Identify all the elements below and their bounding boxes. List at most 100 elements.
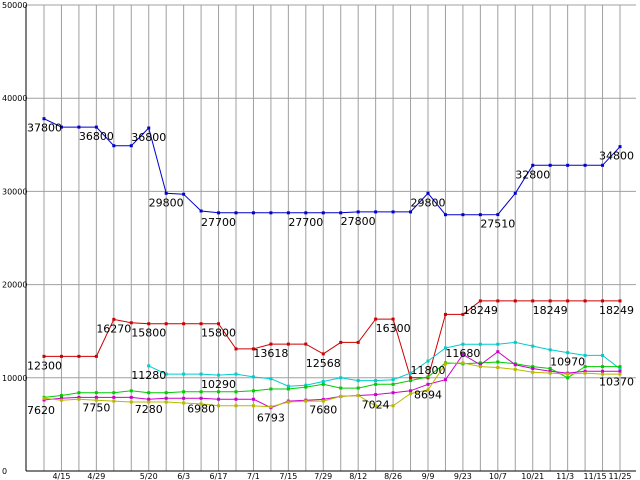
data-point <box>461 361 465 365</box>
data-labels: 37800 36800 36800 29800 27700 27700 27800 29800… <box>27 122 634 425</box>
data-point <box>548 366 552 370</box>
data-point <box>129 395 133 399</box>
data-point <box>531 344 535 348</box>
data-point <box>304 385 308 389</box>
data-point <box>478 363 482 367</box>
data-point <box>164 191 168 195</box>
data-point <box>339 376 343 380</box>
x-tick-label: 10/21 <box>521 472 544 480</box>
axes <box>25 5 636 472</box>
x-tick-label: 9/23 <box>454 472 472 480</box>
data-point <box>531 365 535 369</box>
data-point <box>199 402 203 406</box>
data-point <box>356 210 360 214</box>
data-point <box>42 396 46 400</box>
data-label: 10970 <box>550 356 585 369</box>
data-point <box>566 376 570 380</box>
data-point <box>356 386 360 390</box>
data-point <box>356 340 360 344</box>
data-point <box>234 347 238 351</box>
data-point <box>426 191 430 195</box>
data-label: 11680 <box>445 347 480 360</box>
data-label: 36800 <box>131 131 166 144</box>
data-point <box>321 399 325 403</box>
data-point <box>269 211 273 215</box>
data-label: 13618 <box>253 347 288 360</box>
data-point <box>391 382 395 386</box>
series-line-3 <box>43 361 620 398</box>
data-point <box>129 400 133 404</box>
data-point <box>286 387 290 391</box>
data-point <box>251 347 255 351</box>
x-axis-ticks: 4/15 4/29 5/20 6/3 6/17 7/1 7/15 7/29 8/12 8/26 9/… <box>52 472 631 480</box>
data-point <box>566 351 570 355</box>
data-point <box>601 365 605 369</box>
data-point <box>531 299 535 303</box>
data-point <box>339 211 343 215</box>
data-label: 18249 <box>533 304 568 317</box>
data-point <box>182 192 186 196</box>
data-point <box>601 353 605 357</box>
data-label: 29800 <box>411 196 446 209</box>
data-label: 34800 <box>599 150 634 163</box>
data-label: 10290 <box>201 378 236 391</box>
data-label: 27800 <box>341 215 376 228</box>
data-point <box>199 390 203 394</box>
x-tick-label: 4/15 <box>52 472 70 480</box>
data-point <box>234 211 238 215</box>
data-point <box>112 395 116 399</box>
data-point <box>304 399 308 403</box>
data-point <box>164 391 168 395</box>
data-point <box>426 375 430 379</box>
data-point <box>548 369 552 373</box>
data-point <box>77 125 81 129</box>
y-axis-ticks: 0 10000 20000 30000 40000 50000 <box>2 1 27 476</box>
data-point <box>77 354 81 358</box>
data-point <box>147 126 151 130</box>
data-label: 7280 <box>135 403 163 416</box>
data-point <box>129 144 133 148</box>
data-point <box>531 366 535 370</box>
data-point <box>286 342 290 346</box>
data-label: 6793 <box>257 412 285 425</box>
data-point <box>217 322 221 326</box>
data-point <box>548 299 552 303</box>
data-label: 32800 <box>515 168 550 181</box>
y-tick-label: 50000 <box>2 1 27 10</box>
data-point <box>426 359 430 363</box>
x-tick-label: 6/3 <box>177 472 190 480</box>
data-point <box>199 396 203 400</box>
data-label: 18249 <box>463 304 498 317</box>
data-point <box>461 213 465 217</box>
data-point <box>409 210 413 214</box>
data-point <box>566 163 570 167</box>
y-tick-label: 0 <box>2 467 7 476</box>
data-point <box>548 348 552 352</box>
y-tick-label: 20000 <box>2 281 27 290</box>
series-line-0 <box>43 118 621 216</box>
x-tick-label: 7/15 <box>279 472 297 480</box>
data-point <box>269 377 273 381</box>
data-label: 16300 <box>376 322 411 335</box>
data-point <box>182 390 186 394</box>
data-point <box>391 317 395 321</box>
data-point <box>356 394 360 398</box>
data-point <box>234 390 238 394</box>
data-point <box>147 400 151 404</box>
data-point <box>461 353 465 356</box>
x-tick-label: 11/25 <box>608 472 631 480</box>
data-point <box>182 322 186 326</box>
data-label: 12300 <box>27 359 62 372</box>
data-label: 7024 <box>362 399 390 412</box>
y-tick-label: 30000 <box>2 187 27 196</box>
data-point <box>304 211 308 215</box>
data-label: 12568 <box>306 357 341 370</box>
data-point <box>129 389 133 393</box>
data-point <box>147 397 151 401</box>
series-line-5 <box>43 362 620 408</box>
data-point <box>94 398 98 402</box>
data-point <box>391 404 395 408</box>
x-tick-label: 11/15 <box>584 472 607 480</box>
x-tick-label: 11/3 <box>556 472 574 480</box>
data-point <box>182 401 186 405</box>
